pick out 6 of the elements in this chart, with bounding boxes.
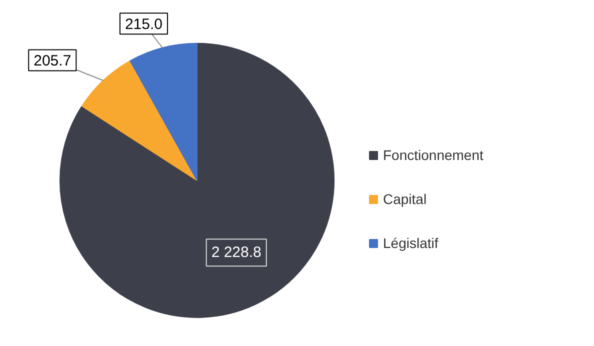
legend-label: Fonctionnement	[383, 147, 484, 163]
data-label: 2 228.8	[211, 244, 262, 262]
data-label: 215.0	[124, 16, 163, 34]
legend-label: Capital	[383, 191, 427, 207]
legend-label: Législatif	[383, 235, 438, 251]
data-label: 205.7	[34, 52, 72, 70]
